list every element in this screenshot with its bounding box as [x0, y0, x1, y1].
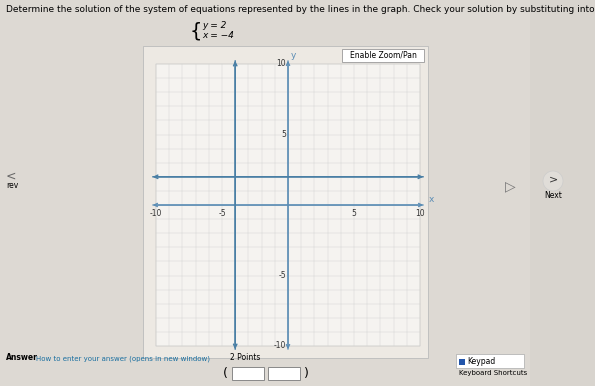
Text: How to enter your answer (opens in new window): How to enter your answer (opens in new w…: [36, 356, 210, 362]
Text: rev: rev: [6, 181, 18, 191]
Bar: [0, 0, 530, 386]
Text: Answer: Answer: [6, 353, 38, 362]
Bar: [530, 0, 595, 386]
Text: Next: Next: [544, 191, 562, 200]
Text: {: {: [190, 21, 202, 40]
Text: >: >: [549, 174, 558, 184]
Bar: [268, 367, 300, 380]
Text: y: y: [291, 51, 296, 59]
Text: -5: -5: [278, 271, 286, 280]
Text: x = −4: x = −4: [202, 30, 234, 39]
Text: 5: 5: [281, 130, 286, 139]
Text: 10: 10: [415, 209, 425, 218]
Bar: [143, 46, 428, 358]
Bar: [342, 49, 424, 62]
Bar: [456, 354, 524, 368]
Text: Determine the solution of the system of equations represented by the lines in th: Determine the solution of the system of …: [6, 5, 595, 14]
Text: ▷: ▷: [505, 179, 515, 193]
Text: x: x: [429, 195, 434, 205]
Text: 10: 10: [276, 59, 286, 68]
Text: ): ): [303, 367, 308, 380]
Bar: [459, 359, 465, 365]
Bar: [232, 367, 264, 380]
Text: Keyboard Shortcuts: Keyboard Shortcuts: [459, 370, 527, 376]
Text: -5: -5: [218, 209, 226, 218]
Text: -10: -10: [274, 342, 286, 350]
Text: (: (: [223, 367, 227, 380]
Text: Enable Zoom/Pan: Enable Zoom/Pan: [350, 51, 416, 60]
Text: Keypad: Keypad: [467, 357, 495, 366]
Text: y = 2: y = 2: [202, 22, 226, 30]
Text: <: <: [6, 169, 17, 183]
Circle shape: [543, 171, 563, 191]
Bar: [156, 64, 420, 346]
Text: 5: 5: [352, 209, 356, 218]
Text: -10: -10: [150, 209, 162, 218]
Text: 2 Points: 2 Points: [230, 353, 261, 362]
